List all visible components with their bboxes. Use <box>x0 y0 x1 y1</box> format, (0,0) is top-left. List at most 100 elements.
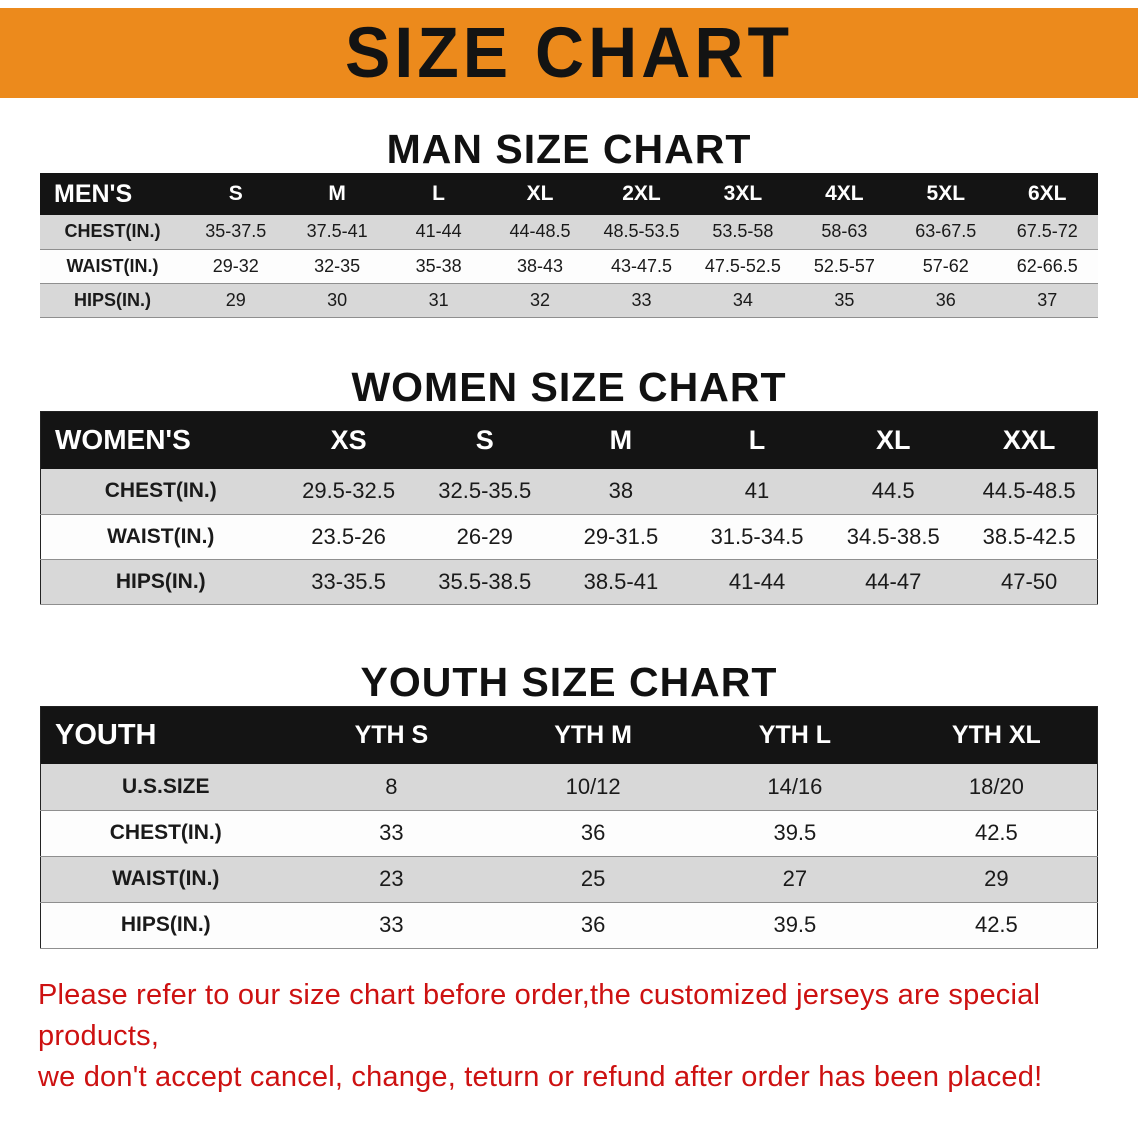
size-value: 35.5-38.5 <box>438 568 532 594</box>
size-column-header: 5XL <box>926 182 966 205</box>
row-label: WAIST(IN.) <box>66 255 159 276</box>
size-column-header: XL <box>526 182 554 205</box>
size-value: 44-48.5 <box>509 221 571 242</box>
size-column-header: L <box>432 182 445 205</box>
size-column-header: YTH L <box>758 720 831 749</box>
size-value: 42.5 <box>974 912 1018 937</box>
size-value: 41-44 <box>728 568 786 594</box>
footer-disclaimer: Please refer to our size chart before or… <box>38 975 1100 1099</box>
size-value: 36 <box>580 912 606 937</box>
size-column-header: YTH XL <box>951 720 1041 749</box>
row-label: WAIST(IN.) <box>112 867 220 890</box>
size-value: 42.5 <box>974 820 1018 845</box>
size-column-header: 4XL <box>825 182 864 205</box>
size-value: 14/16 <box>767 773 823 799</box>
size-value: 31 <box>428 289 449 310</box>
size-column-header: 6XL <box>1027 182 1067 205</box>
size-value: 33 <box>379 912 404 937</box>
table-row: U.S.SIZE 8 10/12 14/16 18/20 <box>40 764 1098 810</box>
size-value: 25 <box>580 866 606 891</box>
table-row: CHEST(IN.) 29.5-32.5 32.5-35.5 38 41 44.5 44.5… <box>40 469 1098 514</box>
size-value: 47.5-52.5 <box>704 255 781 276</box>
size-value: 44.5 <box>871 478 915 504</box>
table-header-row: YOUTH YTH S YTH M YTH L YTH XL <box>40 706 1098 764</box>
size-value: 41-44 <box>415 221 462 242</box>
size-value: 29-31.5 <box>583 523 659 549</box>
size-column-header: S <box>475 424 494 455</box>
size-value: 38.5-42.5 <box>982 523 1076 549</box>
table-row: HIPS(IN.) 29 30 31 32 33 34 35 36 37 <box>40 283 1098 317</box>
size-value: 38 <box>608 478 634 504</box>
size-value: 44.5-48.5 <box>982 478 1076 504</box>
size-value: 63-67.5 <box>915 221 977 242</box>
size-column-header: S <box>228 182 243 205</box>
size-value: 38.5-41 <box>583 568 659 594</box>
footer-disclaimer-line1: Please refer to our size chart before or… <box>38 978 1041 1052</box>
size-column-header: XL <box>875 424 911 455</box>
size-column-header: M <box>609 424 633 455</box>
size-value: 35-37.5 <box>205 221 267 242</box>
table-corner-label: WOMEN'S <box>55 424 191 456</box>
men-size-table: MEN'S S M L XL 2XL 3XL 4XL 5XL 6XL CHEST(IN.) 35-37… <box>40 173 1098 318</box>
size-value: 32.5-35.5 <box>438 478 532 504</box>
size-value: 23.5-26 <box>311 523 386 549</box>
row-label: HIPS(IN.) <box>73 289 151 310</box>
size-column-header: YTH S <box>354 720 429 749</box>
table-row: WAIST(IN.) 23.5-26 26-29 29-31.5 31.5-34.5 34… <box>40 514 1098 559</box>
size-value: 39.5 <box>773 912 817 937</box>
men-section-heading: MAN SIZE CHART <box>386 126 752 172</box>
size-column-header: XS <box>330 424 367 455</box>
women-section-heading: WOMEN SIZE CHART <box>351 363 787 410</box>
size-value: 44-47 <box>865 568 922 594</box>
row-label: U.S.SIZE <box>121 774 210 798</box>
size-value: 37 <box>1037 289 1058 310</box>
size-value: 58-63 <box>821 221 868 242</box>
women-size-table: WOMEN'S XS S M L XL XXL CHEST(IN.) 29.5-32.5 32.5… <box>40 410 1098 605</box>
row-label: HIPS(IN.) <box>115 569 206 593</box>
size-value: 53.5-58 <box>712 221 774 242</box>
size-value: 47-50 <box>1001 568 1058 594</box>
footer-disclaimer-line2: we don't accept cancel, change, teturn o… <box>38 1060 1043 1093</box>
table-row: HIPS(IN.) 33 36 39.5 42.5 <box>40 902 1098 948</box>
size-value: 29 <box>225 289 246 310</box>
row-label: WAIST(IN.) <box>107 524 215 548</box>
size-value: 38-43 <box>517 255 564 276</box>
size-value: 34.5-38.5 <box>846 523 940 549</box>
size-value: 8 <box>385 773 398 799</box>
size-value: 33 <box>631 289 652 310</box>
size-value: 36 <box>935 289 956 310</box>
size-value: 26-29 <box>456 523 513 549</box>
size-column-header: L <box>748 424 766 455</box>
table-row: WAIST(IN.) 23 25 27 29 <box>40 856 1098 902</box>
size-value: 35 <box>834 289 855 310</box>
youth-size-table: YOUTH YTH S YTH M YTH L YTH XL U.S.SIZE 8 10/12… <box>40 705 1098 949</box>
table-row: WAIST(IN.) 29-32 32-35 35-38 38-43 43-47.5 47.… <box>40 249 1098 283</box>
size-value: 35-38 <box>415 255 462 276</box>
size-value: 34 <box>732 289 753 310</box>
size-value: 39.5 <box>773 820 817 845</box>
table-header-row: MEN'S S M L XL 2XL 3XL 4XL 5XL 6XL <box>40 173 1098 215</box>
size-chart-banner: SIZE CHART <box>0 8 1138 98</box>
size-value: 52.5-57 <box>813 255 875 276</box>
size-value: 41 <box>744 478 770 504</box>
size-value: 32-35 <box>314 255 361 276</box>
size-value: 37.5-41 <box>306 221 368 242</box>
size-column-header: M <box>328 182 346 205</box>
size-value: 18/20 <box>968 773 1024 799</box>
size-value: 29-32 <box>212 255 259 276</box>
table-corner-label: YOUTH <box>55 718 157 751</box>
size-value: 30 <box>327 289 348 310</box>
youth-section-heading: YOUTH SIZE CHART <box>360 658 778 705</box>
table-corner-label: MEN'S <box>54 179 133 208</box>
size-column-header: YTH M <box>554 720 633 749</box>
row-label: CHEST(IN.) <box>64 221 161 242</box>
size-value: 10/12 <box>565 773 621 799</box>
size-value: 43-47.5 <box>610 255 672 276</box>
size-value: 62-66.5 <box>1016 255 1078 276</box>
size-value: 32 <box>530 289 551 310</box>
row-label: CHEST(IN.) <box>109 821 222 844</box>
size-value: 67.5-72 <box>1016 221 1078 242</box>
size-value: 36 <box>580 820 606 845</box>
size-column-header: 3XL <box>723 182 763 205</box>
size-value: 33-35.5 <box>311 568 386 594</box>
